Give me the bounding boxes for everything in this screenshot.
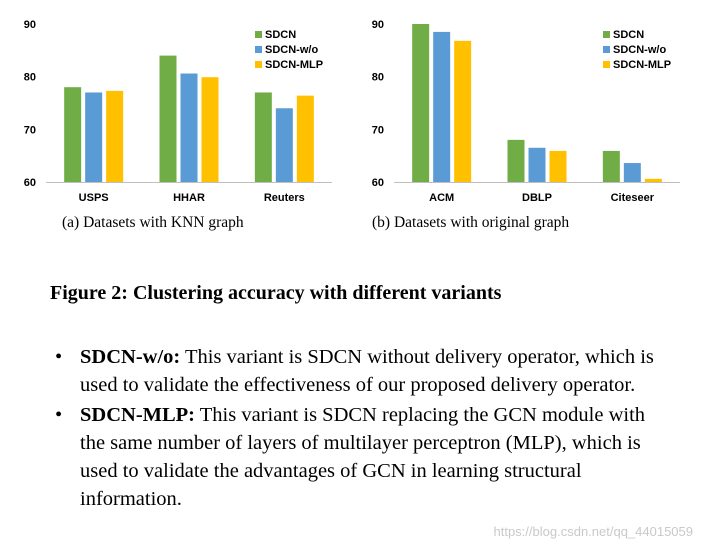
legend-label: SDCN-MLP (613, 59, 671, 71)
legend-swatch (255, 46, 262, 53)
bar-sdcn-w-o-reuters (275, 108, 293, 182)
x-tick-label: ACM (429, 192, 454, 204)
bar-sdcn-w-o-dblp (528, 147, 546, 182)
y-tick-label: 60 (372, 177, 384, 189)
legend-swatch (603, 46, 610, 53)
y-tick-label: 70 (372, 124, 384, 136)
x-tick-label: Citeseer (611, 192, 655, 204)
list-item: • SDCN-w/o: This variant is SDCN without… (50, 343, 675, 399)
legend-label: SDCN-w/o (265, 44, 318, 56)
variant-list: • SDCN-w/o: This variant is SDCN without… (50, 343, 675, 515)
variant-description: This variant is SDCN without delivery op… (80, 346, 654, 396)
y-tick-label: 90 (24, 19, 36, 31)
bar-sdcn-dblp (507, 139, 525, 182)
caption-original-graph: (b) Datasets with original graph (372, 214, 570, 231)
bar-sdcn-mlp-acm (454, 40, 472, 182)
bar-sdcn-mlp-dblp (549, 150, 567, 182)
chart-knn-graph: 60 70 80 90 USPS HHAR Reuters SDCN SDCN-w/o SDCN-… (24, 19, 332, 204)
bar-sdcn-mlp-usps (106, 90, 124, 182)
legend-label: SDCN-MLP (265, 59, 323, 71)
legend-swatch (255, 61, 262, 68)
x-tick-label: HHAR (173, 192, 205, 204)
y-tick-label: 80 (372, 72, 384, 84)
figure-title: Figure 2: Clustering accuracy with diffe… (50, 282, 502, 304)
bar-sdcn-mlp-reuters (296, 95, 314, 182)
bullet-dot: • (55, 404, 63, 426)
bar-sdcn-acm (412, 24, 430, 182)
x-tick-label: USPS (79, 192, 109, 204)
legend-label: SDCN-w/o (613, 44, 666, 56)
legend-swatch (255, 31, 262, 38)
legend-swatch (603, 61, 610, 68)
caption-knn-graph: (a) Datasets with KNN graph (62, 214, 244, 231)
bar-sdcn-w-o-usps (85, 92, 103, 182)
bar-sdcn-w-o-citeseer (623, 163, 641, 182)
bar-sdcn-mlp-citeseer (644, 178, 662, 182)
bar-sdcn-mlp-hhar (201, 77, 219, 182)
legend-label: SDCN (265, 29, 296, 41)
variant-description: This variant is SDCN replacing the GCN m… (80, 404, 646, 510)
bar-sdcn-citeseer (602, 150, 620, 182)
bar-sdcn-w-o-acm (433, 31, 451, 183)
bullet-dot: • (55, 346, 63, 368)
bar-sdcn-reuters (254, 92, 272, 182)
bar-sdcn-w-o-hhar (180, 73, 198, 182)
variant-term: SDCN-w/o: (80, 346, 181, 368)
bar-sdcn-usps (64, 87, 82, 182)
legend-swatch (603, 31, 610, 38)
x-tick-label: Reuters (264, 192, 305, 204)
y-tick-label: 80 (24, 72, 36, 84)
y-tick-label: 70 (24, 124, 36, 136)
chart-original-graph: 60 70 80 90 ACM DBLP Citeseer SDCN SDCN-w/o SDCN-… (372, 19, 680, 204)
y-tick-label: 90 (372, 19, 384, 31)
x-tick-label: DBLP (522, 192, 552, 204)
watermark: https://blog.csdn.net/qq_44015059 (493, 524, 694, 539)
legend-label: SDCN (613, 29, 644, 41)
y-tick-label: 60 (24, 177, 36, 189)
bar-sdcn-hhar (159, 55, 177, 182)
list-item: • SDCN-MLP: This variant is SDCN replaci… (50, 401, 675, 513)
variant-term: SDCN-MLP: (80, 404, 196, 426)
